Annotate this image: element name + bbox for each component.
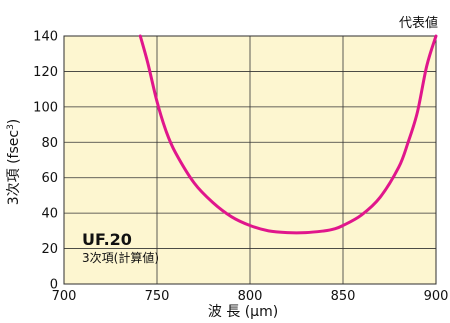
corner-note: 代表値 — [399, 15, 438, 31]
series-line — [138, 34, 438, 235]
y-tick-label: 0 — [50, 278, 58, 293]
grid — [63, 35, 437, 285]
y-axis-label: 3次項 (fsec3) — [6, 119, 22, 206]
x-tick-label: 700 — [52, 289, 77, 304]
y-tick-label: 140 — [33, 30, 58, 45]
x-tick-label: 750 — [145, 289, 170, 304]
x-tick-label: 850 — [331, 289, 356, 304]
model-sublabel: 3次項(計算値) — [82, 250, 159, 265]
x-tick-label: 900 — [424, 289, 449, 304]
y-tick-label: 20 — [41, 242, 58, 257]
model-label: UF.20 — [82, 230, 132, 249]
y-tick-label: 80 — [41, 136, 58, 151]
y-tick-label: 60 — [41, 171, 58, 186]
y-tick-labels: 0 20 40 60 80 100 120 140 — [33, 30, 58, 293]
x-tick-labels: 700 750 800 850 900 — [52, 289, 449, 304]
y-tick-label: 120 — [33, 65, 58, 80]
y-tick-label: 100 — [33, 100, 58, 115]
x-tick-label: 800 — [238, 289, 263, 304]
y-tick-label: 40 — [41, 207, 58, 222]
x-axis-label: 波 長 (μm) — [208, 304, 278, 320]
